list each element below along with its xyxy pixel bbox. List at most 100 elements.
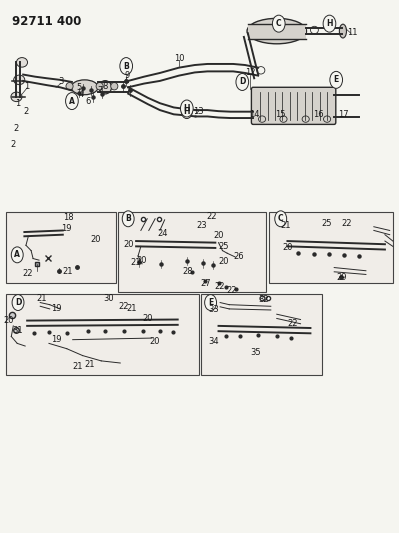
Text: D: D xyxy=(15,298,21,307)
Text: 4: 4 xyxy=(79,90,84,99)
Text: 20: 20 xyxy=(150,337,160,346)
Ellipse shape xyxy=(286,325,295,333)
Ellipse shape xyxy=(340,24,346,38)
Text: 13: 13 xyxy=(194,107,204,116)
Circle shape xyxy=(12,295,24,311)
FancyBboxPatch shape xyxy=(251,87,336,124)
Text: 1: 1 xyxy=(15,99,20,108)
Bar xyxy=(6,213,116,284)
Ellipse shape xyxy=(325,241,334,250)
Text: 6: 6 xyxy=(85,96,91,106)
Text: 19: 19 xyxy=(51,335,61,344)
Text: 18: 18 xyxy=(63,213,73,222)
Ellipse shape xyxy=(29,319,39,328)
Text: 20: 20 xyxy=(91,236,101,245)
Ellipse shape xyxy=(14,75,25,85)
Ellipse shape xyxy=(96,83,103,90)
Text: H: H xyxy=(184,107,190,116)
Bar xyxy=(201,294,322,375)
Circle shape xyxy=(205,295,217,311)
Ellipse shape xyxy=(138,316,148,325)
Text: 20: 20 xyxy=(219,257,229,265)
Ellipse shape xyxy=(111,83,118,90)
Text: 25: 25 xyxy=(219,242,229,251)
Circle shape xyxy=(181,104,192,118)
Text: 23: 23 xyxy=(196,221,207,230)
Text: C: C xyxy=(276,19,282,28)
Circle shape xyxy=(11,247,23,263)
Ellipse shape xyxy=(62,318,71,328)
Text: 22: 22 xyxy=(342,219,352,228)
Text: 19: 19 xyxy=(61,224,72,233)
Text: 7: 7 xyxy=(97,86,102,95)
Ellipse shape xyxy=(155,317,165,326)
Text: 1: 1 xyxy=(24,82,30,91)
Ellipse shape xyxy=(208,251,219,261)
Circle shape xyxy=(120,58,132,75)
Ellipse shape xyxy=(154,249,167,262)
Text: 29: 29 xyxy=(336,272,347,281)
Text: 8: 8 xyxy=(103,82,108,91)
Circle shape xyxy=(236,74,249,91)
Text: 21: 21 xyxy=(126,304,136,313)
Ellipse shape xyxy=(101,317,110,326)
Ellipse shape xyxy=(99,80,112,94)
Ellipse shape xyxy=(309,241,318,250)
Text: 22: 22 xyxy=(227,286,237,295)
Text: 21: 21 xyxy=(280,221,291,230)
Text: 22: 22 xyxy=(22,269,32,278)
Circle shape xyxy=(273,15,285,32)
Text: 31: 31 xyxy=(13,326,24,335)
Text: 35: 35 xyxy=(251,348,261,357)
Text: H: H xyxy=(184,104,190,113)
Text: 33: 33 xyxy=(208,305,219,314)
Ellipse shape xyxy=(83,317,93,326)
Text: E: E xyxy=(208,298,213,307)
Ellipse shape xyxy=(340,242,348,251)
Text: 21: 21 xyxy=(63,268,73,276)
Text: 2: 2 xyxy=(11,140,16,149)
Text: 17: 17 xyxy=(338,110,348,119)
Text: 20: 20 xyxy=(282,244,293,253)
Text: 15: 15 xyxy=(275,110,286,119)
Text: 9: 9 xyxy=(125,71,130,80)
Bar xyxy=(269,213,393,284)
Ellipse shape xyxy=(222,324,231,333)
Text: 21: 21 xyxy=(84,360,95,369)
Text: H: H xyxy=(326,19,333,28)
Text: 20: 20 xyxy=(142,314,152,323)
Text: 22: 22 xyxy=(118,302,128,311)
Ellipse shape xyxy=(11,92,22,102)
Bar xyxy=(118,213,266,292)
Circle shape xyxy=(180,100,193,117)
Text: 16: 16 xyxy=(313,110,324,119)
Text: 19: 19 xyxy=(51,304,61,313)
Text: B: B xyxy=(125,214,131,223)
Ellipse shape xyxy=(197,249,208,261)
Text: 25: 25 xyxy=(322,219,332,228)
Ellipse shape xyxy=(254,323,263,332)
Ellipse shape xyxy=(273,323,281,332)
Text: 21: 21 xyxy=(37,294,47,303)
Text: 11: 11 xyxy=(347,28,357,37)
Ellipse shape xyxy=(39,249,57,266)
Text: 22: 22 xyxy=(206,212,217,221)
Text: 12: 12 xyxy=(245,68,255,77)
Bar xyxy=(6,294,199,375)
Text: A: A xyxy=(69,96,75,106)
Ellipse shape xyxy=(62,253,74,265)
Ellipse shape xyxy=(141,247,154,260)
Text: D: D xyxy=(239,77,245,86)
Text: 2: 2 xyxy=(23,107,29,116)
Ellipse shape xyxy=(180,246,193,259)
Text: 22: 22 xyxy=(287,319,298,328)
Text: 10: 10 xyxy=(174,54,184,63)
Ellipse shape xyxy=(168,317,177,327)
Circle shape xyxy=(65,93,78,110)
Text: 20: 20 xyxy=(124,240,134,249)
Bar xyxy=(248,23,306,38)
Text: 14: 14 xyxy=(249,110,259,119)
Text: 27: 27 xyxy=(200,279,211,288)
Ellipse shape xyxy=(354,244,363,253)
Text: 28: 28 xyxy=(182,268,193,276)
